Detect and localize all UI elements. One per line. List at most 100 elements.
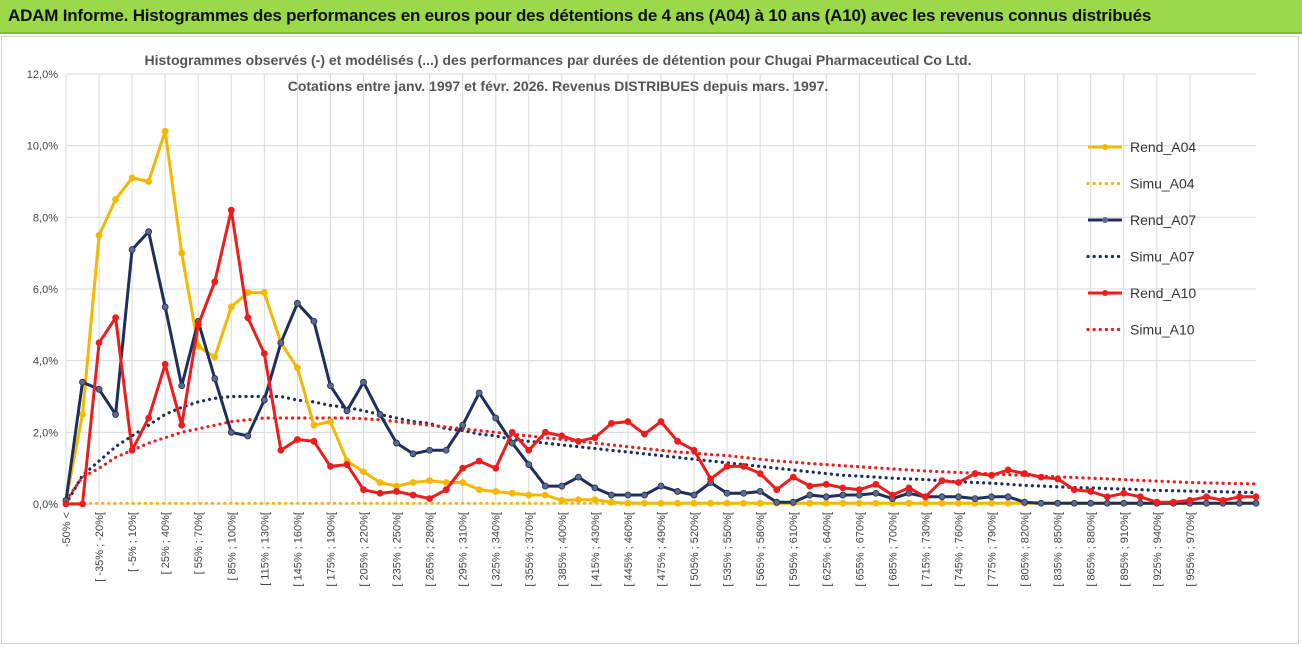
x-tick-label: [ 355% ; 370%[ — [524, 512, 536, 587]
data-point-rend-a07 — [1136, 499, 1144, 507]
data-point-rend-a10 — [161, 360, 169, 368]
data-point-rend-a07 — [145, 228, 153, 236]
legend-label: Simu_A10 — [1130, 322, 1195, 338]
data-point-rend-a07 — [1054, 499, 1062, 507]
data-point-rend-a10 — [376, 489, 384, 497]
data-point-rend-a10 — [1070, 486, 1078, 494]
data-point-rend-a04 — [591, 496, 599, 504]
data-point-rend-a04 — [905, 499, 913, 507]
x-tick-label: [ 325% ; 340%[ — [491, 512, 503, 587]
data-point-rend-a04 — [674, 499, 681, 507]
legend-marker — [1102, 290, 1108, 296]
data-point-rend-a07 — [227, 428, 235, 436]
data-point-rend-a10 — [211, 278, 219, 286]
x-tick-label: [ -35% ; -20%[ — [94, 512, 106, 582]
data-point-rend-a04 — [740, 499, 748, 507]
chart-frame: Histogrammes observés (-) et modélisés (… — [1, 36, 1299, 644]
data-point-rend-a10 — [541, 428, 549, 436]
data-point-rend-a10 — [343, 461, 351, 468]
y-tick-label: 10,0% — [27, 141, 58, 153]
x-axis: -50% < [ -35% ; -20%[[ -5% ; 10%[[ 25% ; … — [61, 512, 1197, 587]
x-tick-label: [ 745% ; 760%[ — [954, 512, 966, 587]
legend-label: Rend_A04 — [1130, 139, 1196, 155]
data-point-rend-a04 — [525, 491, 533, 499]
data-point-rend-a04 — [79, 411, 86, 418]
data-point-rend-a10 — [1236, 493, 1243, 501]
data-point-rend-a04 — [723, 499, 731, 507]
data-point-rend-a04 — [806, 499, 814, 507]
data-point-rend-a10 — [1087, 488, 1095, 495]
data-point-rend-a10 — [1219, 497, 1227, 504]
data-point-rend-a04 — [839, 499, 847, 507]
data-point-rend-a07 — [244, 432, 252, 440]
data-point-rend-a10 — [1169, 498, 1177, 506]
x-tick-label: -50% < — [61, 512, 73, 547]
data-point-rend-a07 — [839, 491, 847, 499]
legend-item: Rend_A04 — [1088, 139, 1196, 155]
data-point-rend-a10 — [740, 462, 748, 470]
data-point-rend-a10 — [1054, 475, 1062, 483]
data-point-rend-a07 — [657, 482, 665, 490]
data-point-rend-a10 — [492, 464, 500, 472]
data-point-rend-a07 — [1203, 499, 1210, 507]
data-point-rend-a07 — [1252, 499, 1260, 507]
data-point-rend-a04 — [756, 499, 764, 507]
data-point-rend-a10 — [525, 446, 533, 454]
data-point-rend-a07 — [1103, 499, 1111, 507]
data-point-rend-a10 — [608, 419, 615, 427]
data-point-rend-a07 — [740, 489, 748, 497]
data-point-rend-a10 — [773, 486, 781, 494]
data-point-rend-a04 — [988, 499, 995, 507]
legend-marker — [1102, 217, 1108, 223]
x-tick-label: [ 805% ; 820%[ — [1020, 512, 1032, 587]
data-point-rend-a04 — [508, 489, 516, 497]
data-point-rend-a10 — [1103, 493, 1111, 501]
data-point-rend-a07 — [128, 246, 136, 253]
data-point-rend-a04 — [442, 479, 450, 486]
data-point-rend-a10 — [971, 470, 979, 477]
legend-item: Rend_A07 — [1088, 212, 1196, 228]
data-point-rend-a07 — [1236, 499, 1243, 507]
legend-label: Rend_A10 — [1130, 285, 1196, 301]
report-title: ADAM Informe. Histogrammes des performan… — [8, 6, 1152, 25]
data-point-rend-a10 — [690, 446, 698, 454]
data-point-rend-a10 — [310, 437, 318, 445]
series-layer — [62, 127, 1260, 508]
x-tick-label: [ 715% ; 730%[ — [920, 512, 932, 587]
data-point-rend-a04 — [641, 499, 648, 507]
data-point-rend-a07 — [79, 378, 86, 386]
data-point-rend-a04 — [558, 497, 566, 504]
data-point-rend-a07 — [459, 421, 467, 429]
legend-item: Simu_A10 — [1086, 322, 1195, 338]
x-tick-label: [ 85% ; 100%[ — [226, 512, 238, 581]
data-point-rend-a07 — [541, 482, 549, 490]
data-point-rend-a04 — [955, 499, 962, 507]
data-point-rend-a07 — [492, 414, 500, 422]
data-point-rend-a07 — [1120, 499, 1128, 507]
data-point-rend-a04 — [310, 421, 318, 429]
x-tick-label: [ 295% ; 310%[ — [458, 512, 470, 587]
x-tick-label: [ 385% ; 400%[ — [557, 512, 569, 587]
data-point-rend-a04 — [822, 499, 830, 507]
data-point-rend-a07 — [558, 482, 566, 490]
x-tick-label: [ 55% ; 70%[ — [193, 512, 205, 574]
data-point-rend-a07 — [789, 498, 797, 506]
data-point-rend-a07 — [376, 411, 384, 418]
data-point-rend-a04 — [922, 499, 929, 507]
data-point-rend-a07 — [822, 493, 830, 501]
x-tick-label: [ 25% ; 40%[ — [160, 512, 172, 574]
x-tick-label: [ 235% ; 250%[ — [392, 512, 404, 587]
y-axis: 0,0% 2,0% 4,0% 6,0% 8,0% 10,0% 12,0% — [27, 69, 58, 511]
data-point-rend-a04 — [178, 249, 186, 257]
data-point-rend-a04 — [574, 496, 582, 504]
data-point-rend-a10 — [62, 500, 70, 508]
data-point-rend-a10 — [128, 446, 136, 454]
data-point-rend-a10 — [1186, 497, 1194, 504]
data-point-rend-a04 — [938, 499, 946, 507]
data-point-rend-a10 — [789, 473, 797, 481]
x-tick-label: [ 565% ; 580%[ — [755, 512, 767, 587]
legend-item: Simu_A07 — [1086, 249, 1195, 265]
data-point-rend-a10 — [591, 434, 599, 442]
data-point-rend-a04 — [1004, 499, 1012, 507]
x-tick-label: [ 175% ; 190%[ — [325, 512, 337, 587]
